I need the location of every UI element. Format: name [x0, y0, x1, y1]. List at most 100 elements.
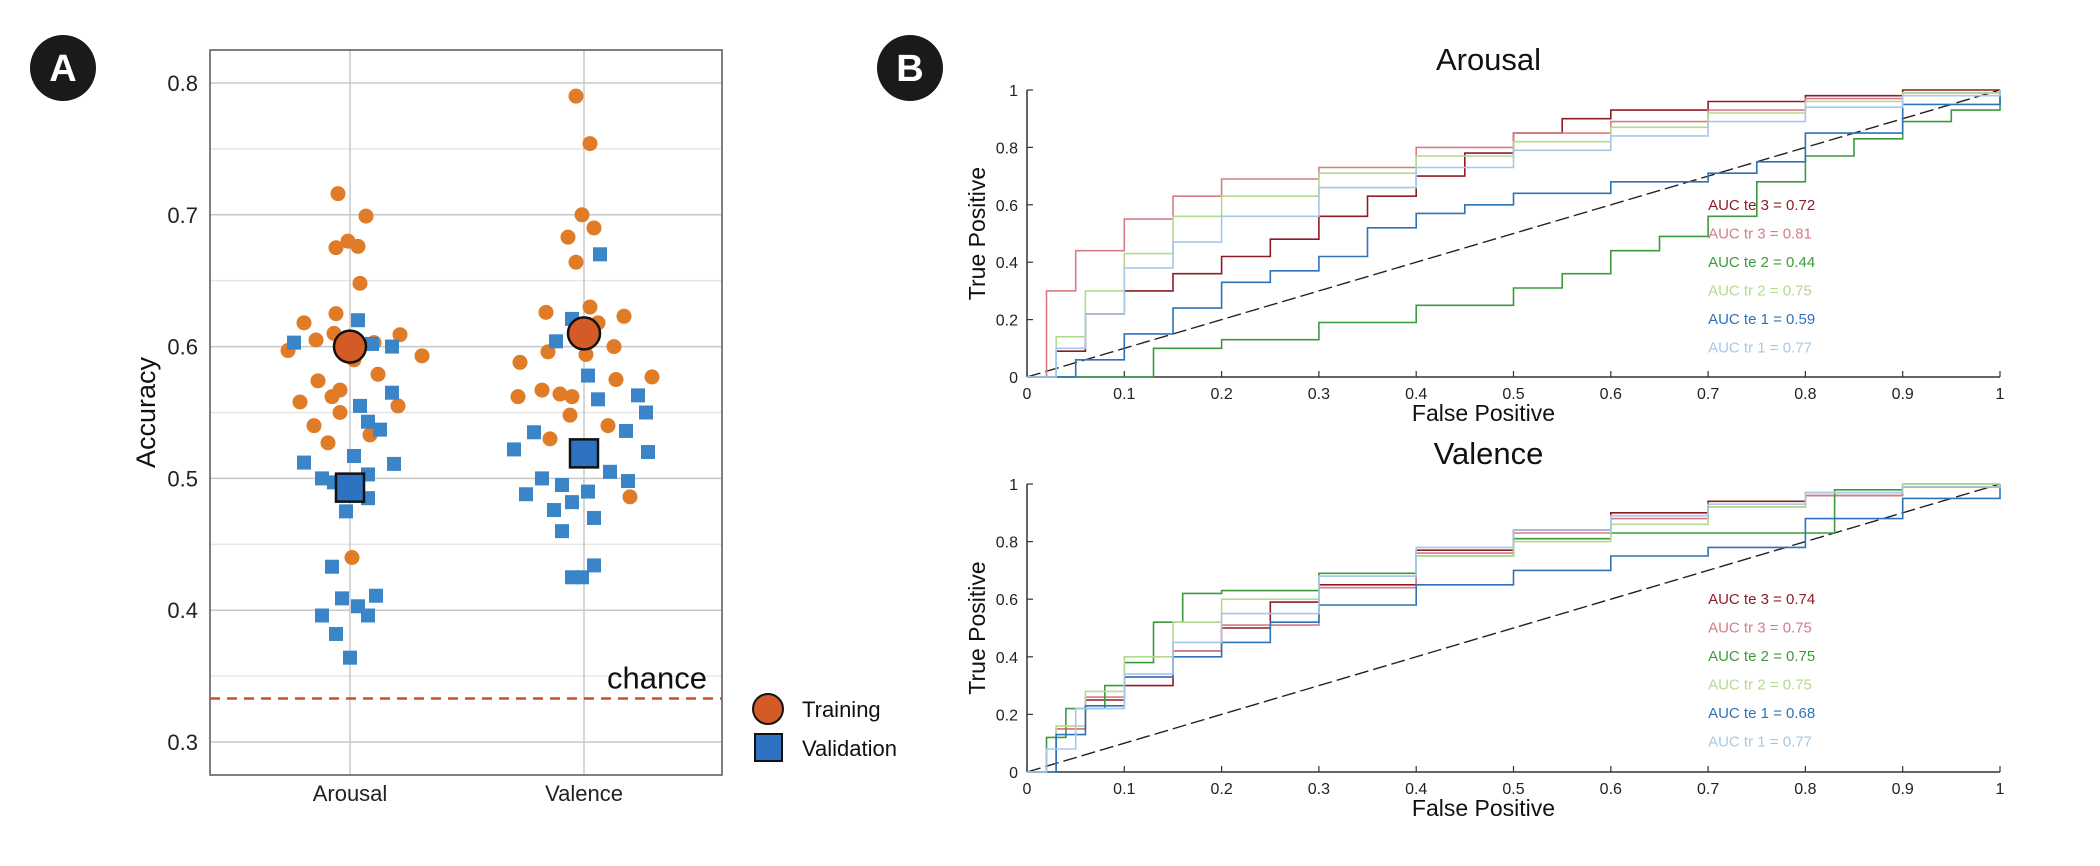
panel-a-badge: A — [30, 35, 96, 101]
validation-point — [591, 392, 605, 407]
training-point — [644, 369, 660, 385]
validation-point — [547, 503, 561, 518]
training-point — [414, 348, 430, 364]
training-point — [600, 418, 616, 434]
training-point — [568, 254, 584, 270]
training-mean-marker — [332, 329, 368, 364]
x-tick-label: 0.5 — [1502, 781, 1524, 798]
x-tick-label: 0.8 — [1794, 386, 1816, 403]
training-point — [352, 275, 368, 291]
validation-point — [575, 570, 589, 585]
y-tick-label: 0.5 — [167, 466, 198, 491]
validation-point — [519, 487, 533, 502]
training-point — [358, 208, 374, 224]
training-point — [296, 315, 312, 331]
x-tick-label: 0.6 — [1600, 781, 1622, 798]
x-tick-label: 0.3 — [1308, 386, 1330, 403]
training-point — [324, 389, 340, 405]
auc-legend-label: AUC tr 2 = 0.75 — [1708, 677, 1812, 694]
validation-point — [587, 510, 601, 525]
legend-validation-marker — [754, 733, 783, 762]
y-tick-label: 0.2 — [996, 313, 1018, 330]
legend-training-marker — [752, 693, 784, 725]
validation-point — [565, 495, 579, 510]
training-point — [310, 373, 326, 389]
x-tick-label: 0.9 — [1892, 781, 1914, 798]
training-point — [330, 186, 346, 202]
validation-point — [631, 388, 645, 403]
training-mean-marker — [566, 316, 602, 351]
validation-point — [593, 247, 607, 262]
x-tick-label: 0.1 — [1113, 386, 1135, 403]
auc-legend-label: AUC te 2 = 0.75 — [1708, 648, 1815, 665]
x-tick-label: 1 — [1996, 781, 2005, 798]
panel-b-roc-charts: Arousal 0 0.1 0.2 0.3 0.4 0.5 0.6 0.7 0.8 0.9 1 0 0.2… — [964, 42, 2005, 821]
validation-point — [619, 423, 633, 438]
x-tick-label: 0.5 — [1502, 386, 1524, 403]
training-point — [622, 489, 638, 505]
validation-point — [555, 478, 569, 492]
legend-training-label: Training — [802, 697, 881, 722]
plot-border — [209, 49, 723, 776]
y-axis-label: Accuracy — [131, 356, 161, 468]
y-tick-label: 0 — [1009, 765, 1018, 782]
validation-point — [581, 368, 595, 383]
y-tick-label: 0.7 — [167, 203, 198, 228]
validation-point — [641, 445, 655, 460]
x-axis-label: False Positive — [1412, 795, 1555, 821]
auc-legend-label: AUC tr 3 = 0.75 — [1708, 620, 1812, 637]
y-tick-label: 0.6 — [996, 592, 1018, 609]
x-tick-label: Valence — [545, 781, 623, 806]
training-point — [564, 389, 580, 405]
panel-b-badge: B — [877, 35, 943, 101]
validation-point — [587, 558, 601, 573]
x-tick-label: 0.2 — [1210, 781, 1232, 798]
x-tick-label: 0.4 — [1405, 781, 1427, 798]
x-tick-label: 0 — [1023, 781, 1032, 798]
y-tick-label: 0.4 — [996, 255, 1018, 272]
x-tick-label: 0.2 — [1210, 386, 1232, 403]
validation-point — [365, 336, 379, 351]
auc-legend-label: AUC tr 3 = 0.81 — [1708, 226, 1812, 243]
validation-point — [353, 398, 367, 413]
panel-a-label: A — [49, 48, 76, 90]
training-point — [344, 550, 360, 565]
roc-chart-valence: Valence 0 0.1 0.2 0.3 0.4 0.5 0.6 0.7 0.8 0.9 1 0 0.2… — [964, 436, 2005, 821]
training-point — [568, 88, 584, 104]
y-tick-label: 0.6 — [996, 198, 1018, 215]
validation-point — [527, 425, 541, 440]
training-point — [560, 229, 576, 245]
training-point — [308, 332, 324, 348]
x-tick-label: 0.8 — [1794, 781, 1816, 798]
y-axis-label: True Positive — [964, 561, 990, 694]
validation-point — [369, 588, 383, 603]
panel-b-label: B — [896, 48, 923, 90]
roc-curve-line — [1027, 90, 2001, 378]
training-point — [552, 386, 568, 402]
training-point — [390, 398, 406, 414]
training-point — [332, 405, 348, 420]
validation-point — [315, 471, 329, 486]
y-tick-label: 0.8 — [167, 71, 198, 96]
validation-point — [315, 608, 329, 623]
training-point — [370, 366, 386, 382]
training-point — [574, 207, 590, 223]
auc-legend-label: AUC te 1 = 0.68 — [1708, 705, 1815, 722]
training-point — [582, 299, 598, 315]
validation-point — [343, 650, 357, 665]
panel-a-accuracy-chart: 0.3 0.4 0.5 0.6 0.7 0.8 Arousal Valence Accuracy… — [131, 49, 897, 806]
x-tick-label: 0.7 — [1697, 386, 1719, 403]
validation-mean-marker — [334, 472, 366, 503]
validation-point — [387, 456, 401, 471]
y-tick-label: 0 — [1009, 370, 1018, 387]
legend-validation-label: Validation — [802, 736, 897, 761]
x-tick-label: 0.6 — [1600, 386, 1622, 403]
validation-point — [581, 484, 595, 499]
validation-point — [385, 385, 399, 400]
y-tick-label: 0.8 — [996, 535, 1018, 552]
y-axis-label: True Positive — [964, 167, 990, 300]
training-point — [616, 308, 632, 324]
auc-legend-label: AUC te 2 = 0.44 — [1708, 254, 1815, 271]
training-point — [578, 347, 594, 362]
